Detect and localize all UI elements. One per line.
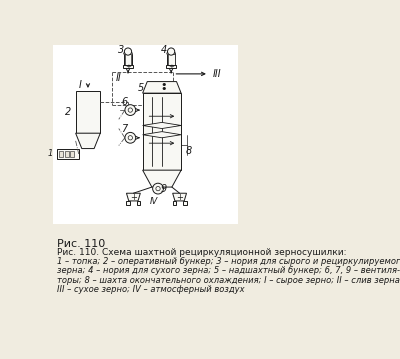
Circle shape — [128, 108, 132, 112]
Text: 3: 3 — [118, 45, 124, 55]
Polygon shape — [143, 81, 181, 93]
Text: +: + — [130, 192, 137, 202]
Text: +: + — [176, 192, 183, 202]
Circle shape — [124, 48, 132, 55]
Bar — [137, 201, 140, 205]
Bar — [53, 45, 238, 224]
Text: зерна; 4 – нория для сухого зерна; 5 – надшахтный бункер; 6, 7, 9 – вентиля-: зерна; 4 – нория для сухого зерна; 5 – н… — [57, 266, 400, 275]
Text: 9: 9 — [161, 183, 167, 194]
Bar — [60, 151, 63, 157]
Text: •: • — [160, 84, 167, 94]
Text: II: II — [116, 73, 122, 83]
Text: торы; 8 – шахта окончательного охлаждения; I – сырое зерно; II – слив зерна;: торы; 8 – шахта окончательного охлаждени… — [57, 276, 400, 285]
Circle shape — [128, 136, 132, 140]
Circle shape — [156, 186, 160, 191]
Bar — [123, 65, 133, 69]
Text: IV: IV — [150, 197, 158, 206]
Text: 1 – топка; 2 – оперативный бункер; 3 – нория для сырого и рециркулируемого: 1 – топка; 2 – оперативный бункер; 3 – н… — [57, 257, 400, 266]
Polygon shape — [126, 193, 140, 201]
Bar — [126, 201, 130, 205]
Text: 1: 1 — [48, 149, 53, 158]
Bar — [184, 201, 186, 205]
Polygon shape — [143, 170, 181, 187]
Polygon shape — [76, 133, 100, 149]
Bar — [173, 201, 176, 205]
Text: 6: 6 — [121, 97, 127, 107]
Bar — [166, 65, 176, 69]
Bar — [65, 151, 69, 157]
Circle shape — [168, 48, 175, 55]
Bar — [124, 54, 132, 65]
Bar — [70, 151, 74, 157]
Circle shape — [125, 105, 136, 116]
Bar — [143, 93, 181, 170]
Polygon shape — [173, 193, 186, 201]
Polygon shape — [143, 132, 181, 138]
Text: Рис. 110: Рис. 110 — [57, 239, 106, 249]
Polygon shape — [143, 122, 181, 129]
Text: III – сухое зерно; IV – атмосферный воздух: III – сухое зерно; IV – атмосферный возд… — [57, 285, 245, 294]
Text: 4: 4 — [161, 45, 167, 55]
Text: +: + — [125, 64, 131, 70]
Bar — [76, 91, 100, 133]
Text: Рис. 110. Схема шахтной рециркуляционной зерносушилки:: Рис. 110. Схема шахтной рециркуляционной… — [57, 248, 347, 257]
Text: +: + — [168, 64, 174, 70]
Bar — [168, 54, 174, 65]
Bar — [57, 149, 79, 159]
Text: •: • — [160, 80, 167, 90]
Circle shape — [125, 132, 136, 143]
Text: III: III — [213, 69, 221, 79]
Text: I: I — [79, 80, 82, 90]
Text: 7: 7 — [121, 124, 127, 134]
Circle shape — [153, 183, 164, 194]
Text: 2: 2 — [65, 107, 71, 117]
Text: 5: 5 — [138, 83, 144, 93]
Text: 8: 8 — [186, 146, 192, 156]
